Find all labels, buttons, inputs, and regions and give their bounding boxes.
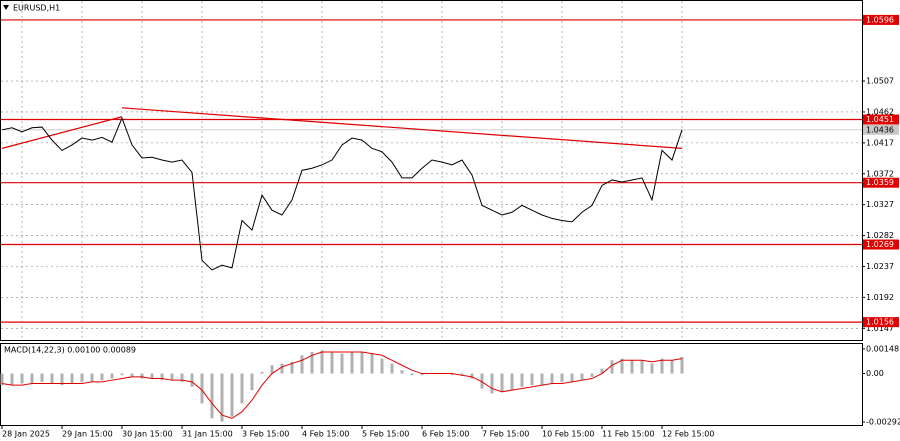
y-tick-label: 1.0462 xyxy=(866,107,894,116)
y-tick-label: 0.00148 xyxy=(866,344,899,353)
price-line xyxy=(1,116,683,271)
macd-frame xyxy=(0,343,863,426)
x-tick-label: 28 Jan 2025 xyxy=(2,430,50,439)
y-tick-label: 1.0237 xyxy=(866,262,894,271)
chart-title: EURUSD,H1 xyxy=(13,4,60,13)
level-label-box xyxy=(863,177,899,188)
level-label-box xyxy=(863,239,899,250)
last-price-label: 1.0436 xyxy=(866,125,894,134)
level-label-box xyxy=(863,14,899,25)
signal-line xyxy=(1,351,683,419)
level-label: 1.0156 xyxy=(866,318,894,327)
y-tick-label: 1.0147 xyxy=(866,324,894,333)
price-frame xyxy=(0,0,863,341)
level-label: 1.0269 xyxy=(866,240,894,249)
macd-title: MACD(14,22,3) 0.00100 0.00089 xyxy=(4,346,136,355)
level-label-box xyxy=(863,114,899,125)
y-tick-label: 1.0507 xyxy=(866,77,894,86)
x-tick-label: 10 Feb 15:00 xyxy=(542,430,594,439)
x-tick-label: 30 Jan 15:00 xyxy=(122,430,173,439)
x-tick-label: 3 Feb 15:00 xyxy=(242,430,289,439)
y-tick-label: 1.0192 xyxy=(866,293,894,302)
y-tick-label: 0.00 xyxy=(866,369,884,378)
trend-line xyxy=(1,116,123,149)
y-tick-label: 1.0417 xyxy=(866,138,894,147)
menu-arrow xyxy=(3,5,9,10)
trend-line xyxy=(121,107,683,149)
level-label: 1.0359 xyxy=(866,178,894,187)
level-label: 1.0596 xyxy=(866,15,894,24)
y-tick-label: 1.0372 xyxy=(866,169,894,178)
level-label: 1.0451 xyxy=(866,115,894,124)
x-tick-label: 6 Feb 15:00 xyxy=(422,430,469,439)
level-label-box xyxy=(863,317,899,328)
x-tick-label: 11 Feb 15:00 xyxy=(602,430,654,439)
x-tick-label: 7 Feb 15:00 xyxy=(482,430,529,439)
x-tick-label: 29 Jan 15:00 xyxy=(62,430,113,439)
y-tick-label: 1.0282 xyxy=(866,231,894,240)
x-tick-label: 31 Jan 15:00 xyxy=(182,430,233,439)
x-tick-label: 12 Feb 15:00 xyxy=(662,430,714,439)
y-tick-label: -0.00292 xyxy=(866,418,900,427)
x-tick-label: 4 Feb 15:00 xyxy=(302,430,349,439)
last-price-box xyxy=(863,124,899,135)
x-tick-label: 5 Feb 15:00 xyxy=(362,430,409,439)
y-tick-label: 1.0327 xyxy=(866,200,894,209)
